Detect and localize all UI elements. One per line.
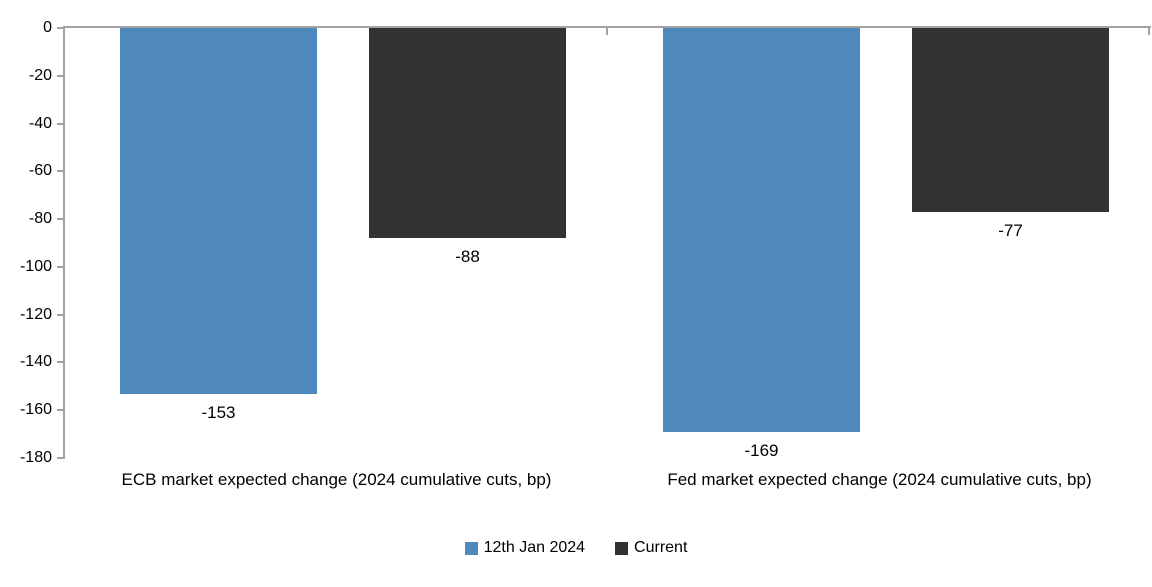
y-axis-tick-mark [57,361,65,364]
y-axis-tick-label: -60 [28,162,52,180]
y-axis-tick-label: -120 [19,305,52,323]
legend-item: Current [615,539,687,557]
y-axis-tick-label: -100 [19,257,52,275]
category-label: Fed market expected change (2024 cumulat… [667,470,1092,489]
y-axis-line [63,28,65,458]
bar-value-label: -153 [201,403,236,422]
category-label: ECB market expected change (2024 cumulat… [121,470,552,489]
y-axis-tick-mark [57,170,65,173]
y-axis-tick-mark [57,457,65,459]
y-axis-tick-mark [57,74,65,77]
legend-swatch-icon [615,541,629,555]
bar-12th-jan-2024 [120,28,317,394]
y-axis-tick-label: 0 [43,19,52,36]
y-axis-tick-label: -80 [28,210,52,228]
bar-12th-jan-2024 [663,28,860,432]
y-axis-tick-mark [57,265,65,268]
bar-current [912,28,1109,212]
category-axis-tick-mark [606,28,608,35]
y-axis-tick-mark [57,218,65,221]
legend-swatch-icon [464,541,478,555]
y-axis-tick-label: -140 [19,353,52,371]
y-axis-tick-mark [57,409,65,412]
y-axis-tick-mark [57,313,65,316]
legend-label: 12th Jan 2024 [483,539,586,556]
y-axis-tick-mark [57,27,65,29]
y-axis-tick-label: -20 [28,66,52,84]
legend: 12th Jan 2024 Current [0,539,1152,557]
bar-value-label: -169 [744,441,779,460]
zero-axis-line [63,26,1151,28]
y-axis-tick-mark [57,122,65,125]
bar-value-label: -88 [455,247,480,266]
y-axis-tick-label: -40 [28,114,52,132]
y-axis-tick-label: -160 [19,401,52,419]
category-axis-tick-mark [1148,28,1150,35]
legend-item: 12th Jan 2024 [464,539,586,557]
bar-value-label: -77 [998,221,1023,240]
bar-current [369,28,566,238]
legend-label: Current [634,539,688,556]
y-axis-tick-label: -180 [19,449,52,466]
